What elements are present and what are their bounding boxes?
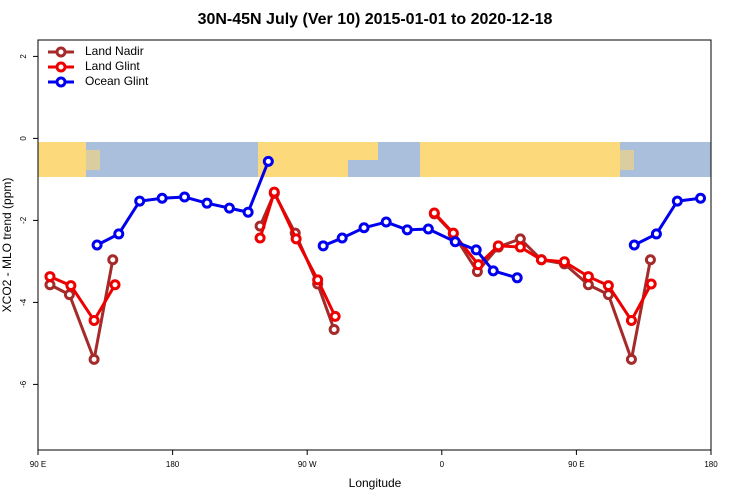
series-point — [113, 228, 125, 240]
series-point — [290, 233, 302, 245]
series-point — [88, 353, 100, 365]
x-tick-label: 180 — [704, 460, 718, 469]
series-point — [63, 289, 75, 301]
series-point — [582, 271, 594, 283]
series-line — [633, 196, 701, 247]
series-point — [268, 186, 280, 198]
map-band — [38, 142, 711, 177]
series-point — [201, 197, 213, 209]
series-line — [433, 211, 653, 324]
y-tick-label: -6 — [19, 380, 28, 388]
series-point — [447, 227, 459, 239]
series-point — [109, 279, 121, 291]
y-tick-label: 0 — [19, 136, 28, 141]
chart-title: 30N-45N July (Ver 10) 2015-01-01 to 2020… — [198, 11, 553, 28]
series-point — [88, 314, 100, 326]
series-point — [107, 254, 119, 266]
series-point — [134, 195, 146, 207]
series-point — [358, 222, 370, 234]
legend-label: Ocean Glint — [85, 74, 149, 88]
series-point — [380, 216, 392, 228]
series-point — [336, 232, 348, 244]
series-line — [433, 212, 652, 366]
x-tick-label: 90 W — [298, 460, 317, 469]
series-point — [401, 224, 413, 236]
y-tick-label: 2 — [19, 54, 28, 59]
series-line — [49, 275, 117, 324]
series-point — [328, 323, 340, 335]
x-tick-label: 0 — [440, 460, 445, 469]
series-point — [428, 207, 440, 219]
plot-frame — [37, 39, 712, 451]
series-point — [650, 228, 662, 240]
legend-marker — [55, 76, 67, 88]
series-point — [422, 223, 434, 235]
series-point — [44, 271, 56, 283]
x-tick-label: 90 E — [568, 460, 584, 469]
series-point — [262, 155, 274, 167]
series-point — [644, 254, 656, 266]
series-point — [487, 265, 499, 277]
series-point — [223, 202, 235, 214]
x-tick-label: 180 — [166, 460, 180, 469]
series-point — [535, 254, 547, 266]
series-point — [645, 278, 657, 290]
series-point — [625, 314, 637, 326]
series-point — [91, 239, 103, 251]
series-point — [449, 236, 461, 248]
series-point — [514, 241, 526, 253]
y-tick-label: -2 — [19, 216, 28, 224]
series-line — [258, 189, 336, 330]
series-point — [625, 353, 637, 365]
series-line — [49, 259, 115, 365]
series-point — [312, 274, 324, 286]
x-tick-label: 90 E — [30, 460, 46, 469]
series-point — [472, 259, 484, 271]
legend-label: Land Glint — [85, 59, 140, 73]
series-point — [242, 206, 254, 218]
series-point — [65, 280, 77, 292]
series-point — [695, 192, 707, 204]
series-line — [322, 220, 518, 280]
series-point — [317, 240, 329, 252]
series-point — [628, 239, 640, 251]
series-point — [492, 240, 504, 252]
series-point — [558, 256, 570, 268]
legend-marker — [55, 46, 67, 58]
x-axis-label: Longitude — [349, 476, 402, 490]
series-point — [156, 192, 168, 204]
legend-marker — [55, 61, 67, 73]
series-point — [329, 310, 341, 322]
series-point — [470, 244, 482, 256]
series-point — [602, 280, 614, 292]
y-tick-label: -4 — [19, 298, 28, 306]
series-point — [671, 195, 683, 207]
legend-label: Land Nadir — [85, 44, 144, 58]
series-point — [254, 232, 266, 244]
series-point — [179, 191, 191, 203]
series-point — [511, 272, 523, 284]
y-axis-label: XCO2 - MLO trend (ppm) — [0, 178, 14, 313]
